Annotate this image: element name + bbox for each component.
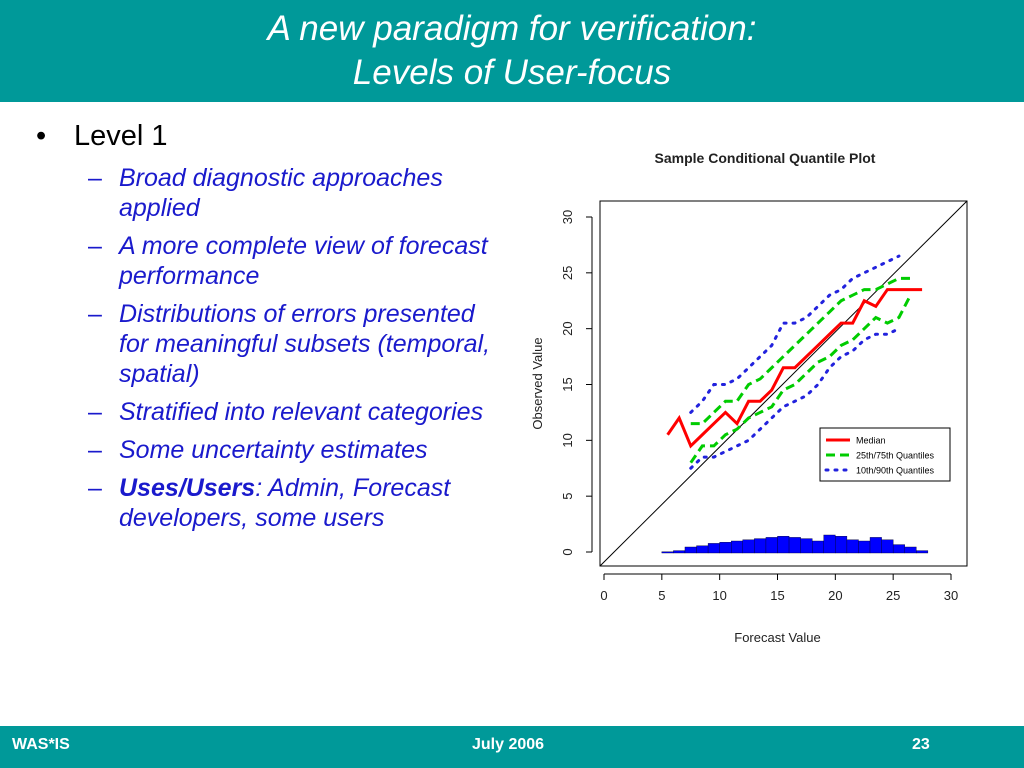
histogram-bar — [719, 542, 732, 554]
quantile-lower-line — [689, 294, 912, 464]
x-tick-label: 25 — [886, 588, 900, 603]
list-item-text: Distributions of errors presented for me… — [119, 300, 491, 388]
level-1-bullet: • Level 1 — [36, 120, 506, 153]
histogram-bar — [892, 544, 905, 554]
x-axis-label: Forecast Value — [734, 630, 820, 645]
y-tick-label: 30 — [560, 210, 575, 224]
footer-page-number: 23 — [912, 736, 930, 753]
list-item-text: : Admin, Forecast developers, some users — [119, 474, 451, 532]
dash-icon: – — [88, 300, 102, 328]
y-axis-label: Observed Value — [530, 337, 545, 429]
list-item-text: Some uncertainty estimates — [119, 436, 428, 464]
legend-label: Median — [856, 436, 886, 446]
chart-title: Sample Conditional Quantile Plot — [655, 150, 876, 166]
y-tick-label: 5 — [560, 493, 575, 500]
histogram-bar — [754, 538, 767, 554]
uses-users-label: Uses/Users — [119, 474, 256, 502]
dash-icon: – — [88, 164, 102, 192]
histogram-bar — [858, 540, 871, 554]
list-item: – A more complete view of forecast perfo… — [36, 231, 506, 291]
histogram-bar — [881, 539, 894, 554]
quantile-chart: Sample Conditional Quantile Plot 0 5 10 15 20… — [530, 150, 968, 645]
y-tick-label: 10 — [560, 433, 575, 447]
dash-icon: – — [88, 232, 102, 260]
footer-left: WAS*IS — [12, 736, 70, 753]
list-item: – Distributions of errors presented for … — [36, 299, 506, 389]
histogram-bar — [846, 539, 859, 554]
y-tick-label: 15 — [560, 377, 575, 391]
histogram-bar — [916, 550, 929, 554]
median-line — [666, 288, 923, 449]
x-tick-label: 5 — [658, 588, 665, 603]
footer: WAS*IS July 2006 23 — [0, 726, 1024, 768]
slide-title: A new paradigm for verification: Levels … — [0, 0, 1024, 102]
quantile-lower-line — [689, 327, 901, 470]
level-1-label: Level 1 — [74, 120, 168, 152]
legend-label: 10th/90th Quantiles — [856, 466, 935, 476]
plot-frame — [599, 200, 968, 567]
title-line-2: Levels of User-focus — [352, 53, 672, 92]
dash-icon: – — [88, 474, 102, 502]
list-item: – Stratified into relevant categories — [36, 397, 506, 427]
dash-icon: – — [88, 436, 102, 464]
histogram-bar — [904, 546, 917, 554]
histogram-bar — [765, 537, 778, 554]
histogram-bar — [707, 543, 720, 554]
histogram-bar — [788, 537, 801, 554]
dash-icon: – — [88, 398, 102, 426]
footer-date: July 2006 — [472, 736, 545, 753]
list-item: – Some uncertainty estimates — [36, 435, 506, 465]
list-item: – Broad diagnostic approaches applied — [36, 163, 506, 223]
histogram-bar — [661, 551, 674, 554]
y-tick-label: 0 — [560, 548, 575, 555]
y-tick-label: 25 — [560, 266, 575, 280]
histogram-bar — [812, 540, 824, 554]
reference-line — [599, 200, 968, 567]
quantile-upper-line — [690, 276, 911, 426]
list-item-text: A more complete view of forecast perform… — [119, 232, 488, 290]
histogram-bar — [696, 545, 709, 554]
histogram-bar — [823, 534, 836, 554]
quantile-upper-line — [689, 254, 901, 414]
histogram-bar — [742, 539, 755, 554]
histogram-bar — [673, 550, 686, 554]
histogram-bar — [684, 546, 697, 554]
list-item-text: Stratified into relevant categories — [119, 398, 484, 426]
y-tick-label: 20 — [560, 321, 575, 335]
histogram-bar — [800, 538, 813, 554]
x-tick-label: 20 — [828, 588, 842, 603]
x-tick-label: 10 — [712, 588, 726, 603]
list-item-text: Broad diagnostic approaches applied — [119, 164, 443, 222]
slide-body: • Level 1 – Broad diagnostic approaches … — [36, 120, 506, 541]
title-line-1: A new paradigm for verification: — [267, 9, 757, 48]
histogram-bar — [835, 536, 848, 554]
legend-label: 25th/75th Quantiles — [856, 451, 935, 461]
bullet-icon: • — [36, 120, 47, 152]
list-item: – Uses/Users: Admin, Forecast developers… — [36, 473, 506, 533]
x-tick-label: 30 — [944, 588, 958, 603]
histogram-bar — [869, 537, 882, 554]
x-tick-label: 0 — [600, 588, 607, 603]
histogram-bar — [777, 536, 790, 554]
x-tick-label: 15 — [770, 588, 784, 603]
histogram-bar — [731, 540, 744, 554]
